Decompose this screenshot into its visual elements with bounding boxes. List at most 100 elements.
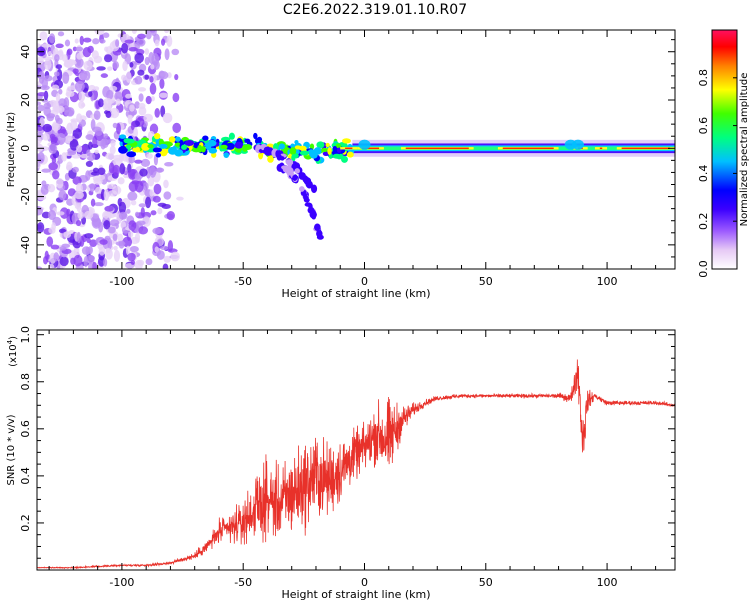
noise-mark (48, 263, 55, 269)
noise-mark (174, 74, 179, 81)
carrier-blob (291, 154, 296, 162)
noise-mark (107, 183, 117, 190)
plot-frame (36, 329, 676, 571)
noise-mark (130, 260, 136, 266)
peak-segment (502, 147, 554, 150)
carrier-blob (168, 146, 178, 155)
carrier-blob (234, 141, 244, 149)
noise-mark (117, 233, 124, 242)
carrier-blob (152, 147, 162, 153)
noise-mark (134, 75, 143, 85)
carrier-blob (340, 155, 348, 163)
noise-mark (127, 191, 138, 201)
noise-mark (128, 181, 138, 192)
noise-mark (163, 255, 171, 263)
noise-mark (103, 258, 108, 267)
noise-mark (99, 39, 106, 44)
noise-mark (88, 91, 93, 97)
noise-mark (110, 140, 116, 147)
noise-mark (130, 200, 137, 206)
noise-mark (97, 256, 106, 267)
carrier-blob (346, 151, 354, 158)
noise-mark (137, 33, 146, 39)
plot-frame (36, 29, 676, 270)
snr-line-group (37, 359, 675, 570)
noise-mark (137, 69, 145, 76)
noise-mark (85, 134, 94, 140)
noise-mark (79, 35, 84, 46)
branch-blob (304, 202, 312, 207)
noise-mark (109, 219, 120, 227)
y-tick-label: -20 (19, 188, 32, 206)
y-tick-label: 0.2 (19, 514, 32, 532)
noise-mark (105, 110, 112, 119)
noise-mark (113, 245, 118, 251)
y-tick-label: 0.6 (19, 420, 32, 438)
noise-mark (79, 70, 88, 81)
noise-mark (48, 210, 57, 221)
branch-blob (310, 184, 318, 194)
noise-mark (70, 257, 76, 265)
noise-mark (37, 92, 47, 97)
colorbar-gradient (711, 29, 738, 270)
peak-segment (405, 147, 469, 150)
carrier-blob (154, 132, 161, 140)
noise-mark (121, 74, 127, 81)
noise-mark (149, 165, 157, 178)
noise-mark (156, 250, 165, 260)
carrier-blob (299, 150, 310, 156)
branch-blob (303, 192, 308, 201)
noise-mark (41, 77, 49, 89)
carrier-blob (242, 144, 248, 152)
noise-mark (98, 175, 106, 181)
noise-mark (63, 231, 72, 239)
y-tick-label: 1.0 (19, 326, 32, 344)
noise-mark (77, 211, 85, 220)
noise-mark (112, 164, 121, 176)
noise-mark (114, 91, 123, 101)
noise-mark (138, 203, 147, 208)
noise-mark (103, 133, 109, 139)
noise-mark (93, 202, 104, 207)
noise-mark (88, 141, 93, 150)
noise-mark (57, 31, 65, 37)
noise-mark (150, 64, 155, 70)
noise-mark (75, 219, 82, 227)
noise-mark (134, 159, 143, 164)
x-tick-label: 50 (479, 275, 493, 288)
noise-mark (122, 60, 128, 72)
peak-segment (621, 147, 671, 150)
branch-blob (305, 179, 311, 188)
noise-mark (140, 158, 151, 167)
noise-mark (128, 155, 135, 164)
carrier-blob (197, 144, 203, 153)
carrier-blob (325, 142, 330, 148)
noise-mark (136, 220, 146, 226)
noise-mark (106, 89, 114, 100)
carrier-blob (174, 136, 181, 142)
snr-series-line (37, 359, 675, 570)
noise-mark (48, 33, 56, 44)
noise-mark (152, 227, 162, 235)
carrier-bump (571, 139, 584, 150)
noise-mark (105, 152, 115, 160)
noise-mark (52, 100, 60, 111)
noise-mark (164, 30, 170, 34)
noise-mark (54, 114, 60, 122)
noise-mark (39, 31, 48, 41)
noise-mark (48, 162, 58, 171)
noise-mark (154, 39, 160, 47)
carrier-blob (316, 141, 325, 149)
carrier-blob (125, 144, 132, 149)
spectrogram-panel: -100 -50 0 50 100 -40 -20 0 20 40 Height of straig… (6, 29, 676, 300)
peak-segment (345, 147, 353, 150)
noise-mark (103, 54, 113, 63)
noise-mark (158, 71, 169, 80)
branch-blob (286, 160, 293, 166)
noise-mark (74, 191, 84, 200)
noise-mark (145, 196, 152, 209)
noise-mark (55, 92, 61, 102)
noise-mark (37, 137, 42, 144)
noise-mark (66, 86, 72, 98)
carrier-blob (310, 151, 318, 159)
